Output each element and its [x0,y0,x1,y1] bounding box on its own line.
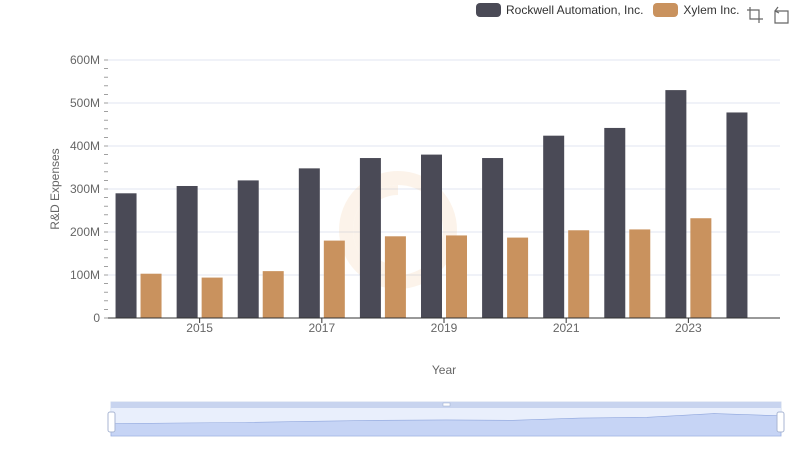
bar-xylem-2017[interactable] [323,240,345,318]
x-axis-title: Year [432,363,456,377]
y-tick-label: 400M [70,139,100,153]
bar-xylem-2021[interactable] [568,230,590,318]
zoom-icon[interactable] [746,6,764,24]
x-tick-label: 2023 [675,321,702,335]
x-tick-label: 2015 [186,321,213,335]
y-minor-ticks [104,59,108,319]
y-tick-label: 300M [70,182,100,196]
bar-xylem-2020[interactable] [507,237,529,318]
legend-item-xylem[interactable]: Xylem Inc. [653,3,739,17]
y-tick-label: 0 [93,311,100,325]
y-tick-label: 600M [70,53,100,67]
x-tick-label: 2017 [308,321,335,335]
bar-xylem-2015[interactable] [201,277,223,318]
legend-label-rockwell: Rockwell Automation, Inc. [506,3,644,17]
x-tick-marks [199,318,689,323]
bar-rockwell-2015[interactable] [176,185,198,318]
y-tick-label: 200M [70,225,100,239]
data-zoom-top-grip-icon[interactable] [442,402,451,407]
bar-rockwell-2017[interactable] [298,168,320,318]
legend-swatch-rockwell [476,3,501,17]
data-zoom-slider[interactable] [107,401,785,437]
y-axis-title: R&D Expenses [48,148,62,229]
bar-xylem-2023[interactable] [690,218,712,318]
bars [115,90,748,319]
bar-xylem-2016[interactable] [262,271,284,318]
bar-rockwell-2022[interactable] [604,127,626,318]
bar-rockwell-2019[interactable] [421,154,442,318]
legend-swatch-xylem [653,3,679,17]
legend-label-xylem: Xylem Inc. [683,3,740,17]
x-tick-label: 2021 [553,321,580,335]
x-tick-label: 2019 [431,321,458,335]
bar-xylem-2014[interactable] [140,273,162,318]
bar-xylem-2019[interactable] [446,235,467,318]
bar-rockwell-2024[interactable] [726,112,748,319]
data-zoom-preview-area [110,413,782,437]
bar-rockwell-2016[interactable] [237,180,259,318]
bar-rockwell-2014[interactable] [115,193,137,318]
y-tick-labels: 0 100M 200M 300M 400M 500M 600M [70,53,100,325]
data-zoom-left-handle[interactable] [107,411,116,433]
bar-rockwell-2023[interactable] [665,90,687,318]
legend: Rockwell Automation, Inc. Xylem Inc. [476,3,749,17]
bar-rockwell-2021[interactable] [543,135,565,318]
restore-icon[interactable] [772,6,790,24]
bar-rockwell-2018[interactable] [359,158,381,318]
bar-rockwell-2020[interactable] [482,158,504,318]
y-tick-label: 500M [70,96,100,110]
data-zoom-right-handle[interactable] [776,411,785,433]
legend-item-rockwell[interactable]: Rockwell Automation, Inc. [476,3,643,17]
bar-xylem-2018[interactable] [384,236,406,318]
bar-xylem-2022[interactable] [629,229,651,318]
y-tick-label: 100M [70,268,100,282]
toolbox [746,6,798,24]
x-tick-labels: 2015 2017 2019 2021 2023 [186,321,702,335]
